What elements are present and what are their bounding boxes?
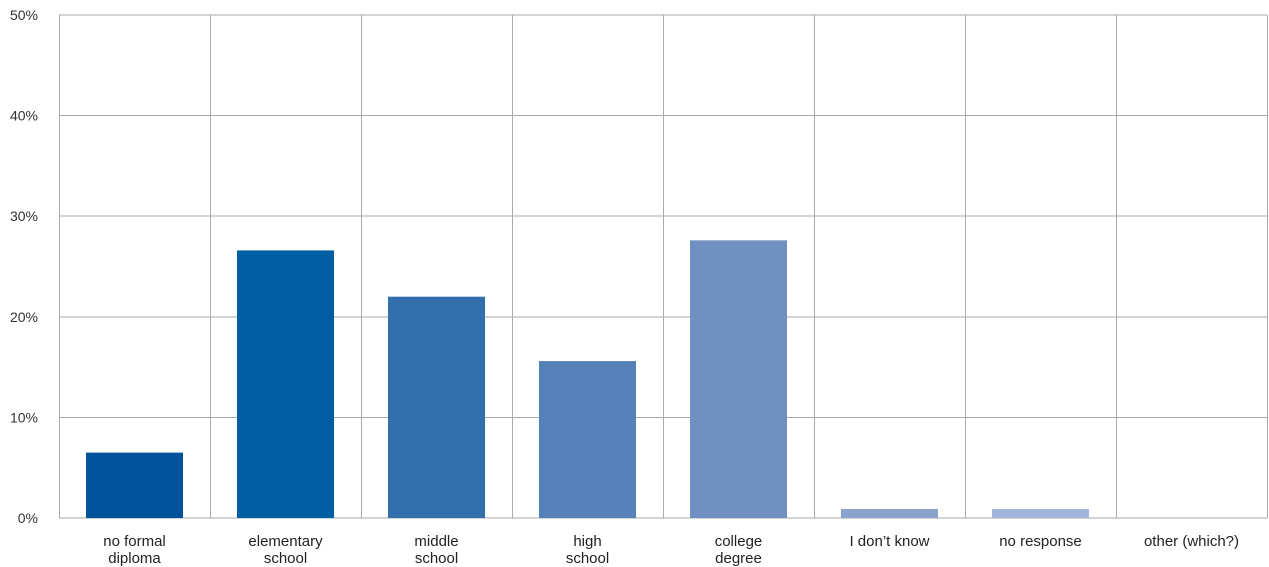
bar-3 [539,361,636,518]
x-category-label-line: I don’t know [849,533,929,550]
x-category-label: I don’t know [849,533,929,550]
bar-4 [690,240,787,518]
bar-6 [992,508,1089,518]
x-category-label-line: school [566,550,609,567]
y-tick-label: 10% [10,409,38,425]
bar-1 [237,250,334,519]
x-category-label-line: diploma [108,550,161,567]
y-axis-tick-labels: 0% 10% 20% 30% 40% 50% [10,7,38,526]
bar-2 [388,296,485,518]
x-category-label-line: other (which?) [1144,533,1239,550]
y-tick-label: 20% [10,309,38,325]
bar-5 [841,508,938,518]
y-tick-label: 0% [18,510,38,526]
x-category-label-line: no response [999,533,1082,550]
x-category-label-line: school [264,550,307,567]
y-tick-label: 40% [10,108,38,124]
bars [86,240,1089,519]
x-category-label-line: degree [715,550,762,567]
x-axis-category-labels: no formaldiplomaelementaryschoolmiddlesc… [103,533,1239,567]
y-tick-label: 50% [10,7,38,23]
x-category-label-line: elementary [248,533,323,550]
x-category-label: other (which?) [1144,533,1239,550]
x-category-label-line: no formal [103,533,166,550]
x-category-label-line: school [415,550,458,567]
bar-0 [86,452,183,518]
x-category-label-line: middle [414,533,458,550]
x-category-label-line: high [573,533,601,550]
x-category-label-line: college [715,533,763,550]
x-category-label: no response [999,533,1082,550]
y-tick-label: 30% [10,208,38,224]
